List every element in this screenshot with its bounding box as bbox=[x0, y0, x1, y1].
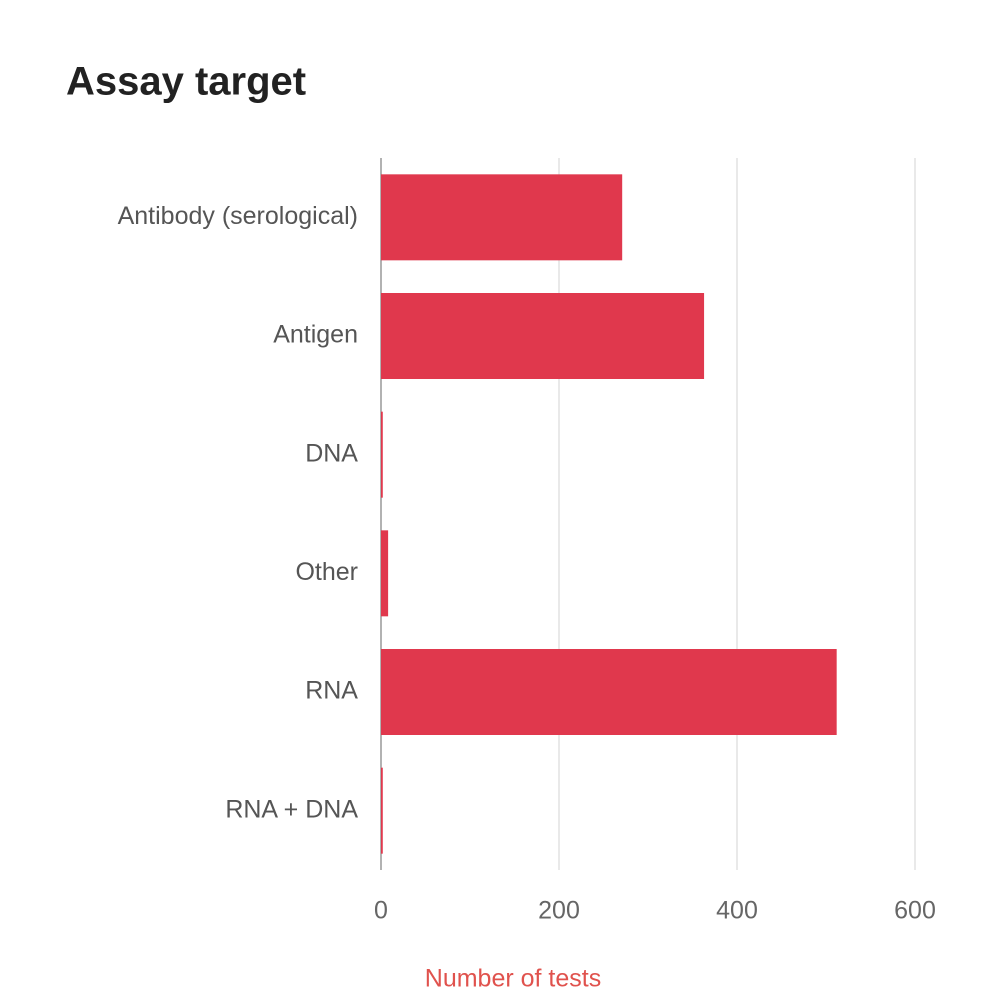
x-tick-label: 200 bbox=[538, 897, 580, 925]
y-tick-label: Other bbox=[295, 558, 358, 586]
bar bbox=[381, 649, 837, 735]
y-tick-label: DNA bbox=[305, 439, 358, 467]
x-axis-label: Number of tests bbox=[425, 965, 601, 993]
bar bbox=[381, 767, 383, 854]
x-tick-label: 0 bbox=[374, 897, 388, 925]
bar bbox=[381, 293, 705, 379]
chart-title: Assay target bbox=[66, 60, 306, 104]
bar bbox=[381, 174, 623, 261]
bar bbox=[381, 530, 389, 617]
y-tick-label: RNA bbox=[305, 677, 358, 705]
y-tick-label: Antigen bbox=[273, 321, 358, 349]
y-tick-label: Antibody (serological) bbox=[118, 202, 358, 230]
x-tick-label: 400 bbox=[716, 897, 758, 925]
bar bbox=[381, 411, 383, 498]
x-tick-label: 600 bbox=[894, 897, 936, 925]
y-tick-label: RNA + DNA bbox=[225, 795, 358, 823]
